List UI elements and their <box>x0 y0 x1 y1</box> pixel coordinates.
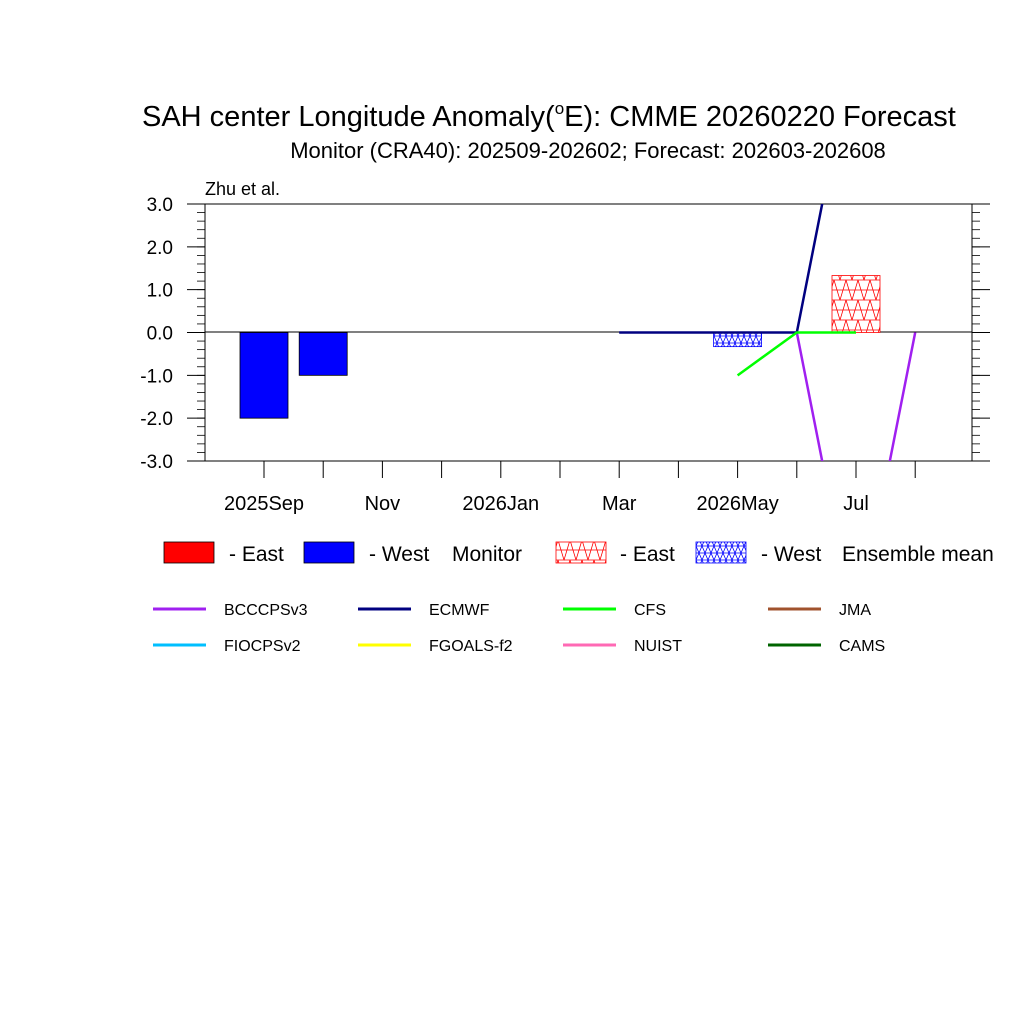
model-line-ecmwf <box>619 204 824 334</box>
y-tick-label: 2.0 <box>147 238 173 259</box>
legend-east-ens-label: - East <box>620 543 675 566</box>
x-tick-label: 2026Jan <box>462 493 539 515</box>
legend-west-swatch <box>303 541 355 564</box>
x-tick-label: Mar <box>602 493 637 515</box>
legend-model-label: JMA <box>839 602 871 619</box>
legend-east-hatch-swatch <box>555 541 607 564</box>
legend-model-label: ECMWF <box>429 602 490 619</box>
model-legend: BCCCPSv3 ECMWF CFS JMA FIOCPSv2 FGOALS-f2 NUIS… <box>153 602 885 655</box>
legend-model-label: FIOCPSv2 <box>224 638 301 655</box>
y-tick-label: 3.0 <box>147 195 173 216</box>
chart-subtitle: Monitor (CRA40): 202509-202602; Forecast… <box>290 138 886 163</box>
x-tick-label: Nov <box>365 493 401 515</box>
x-tick-label: Jul <box>843 493 869 515</box>
y-tick-label: -2.0 <box>140 409 173 430</box>
legend-bars: - East - West Monitor - East - West Ense… <box>163 541 994 566</box>
credit-label: Zhu et al. <box>205 179 280 199</box>
y-tick-label: 0.0 <box>147 324 173 345</box>
model-line-bcccpsv3 <box>795 332 917 461</box>
y-tick-label: -1.0 <box>140 366 173 387</box>
x-axis: 2025Sep Nov 2026Jan Mar 2026May Jul <box>224 461 916 515</box>
x-tick-label: 2026May <box>696 493 778 515</box>
ensemble-bar <box>831 275 881 333</box>
y-axis: 3.0 2.0 1.0 0.0 -1.0 -2.0 -3.0 <box>140 195 990 473</box>
legend-ensemble-label: Ensemble mean <box>842 543 994 566</box>
x-tick-label: 2025Sep <box>224 493 304 515</box>
legend-model-label: FGOALS-f2 <box>429 638 513 655</box>
legend-model-label: CFS <box>634 602 666 619</box>
legend-east-swatch <box>163 541 215 564</box>
ensemble-bar <box>713 332 762 348</box>
chart-title: SAH center Longitude Anomaly(oE): CMME 2… <box>142 99 956 133</box>
bars <box>239 275 881 419</box>
legend-monitor-label: Monitor <box>452 543 522 566</box>
model-line-cfs <box>736 331 856 377</box>
legend-west-label: - West <box>369 543 429 566</box>
legend-west-ens-label: - West <box>761 543 821 566</box>
legend-model-label: BCCCPSv3 <box>224 602 308 619</box>
legend-model-label: NUIST <box>634 638 682 655</box>
y-tick-label: 1.0 <box>147 281 173 302</box>
y-tick-label: -3.0 <box>140 452 173 473</box>
legend-model-label: CAMS <box>839 638 885 655</box>
monitor-bar <box>239 332 289 419</box>
legend-east-label: - East <box>229 543 284 566</box>
monitor-bar <box>298 332 348 376</box>
model-lines <box>619 204 917 461</box>
legend-west-hatch-swatch <box>695 541 747 564</box>
